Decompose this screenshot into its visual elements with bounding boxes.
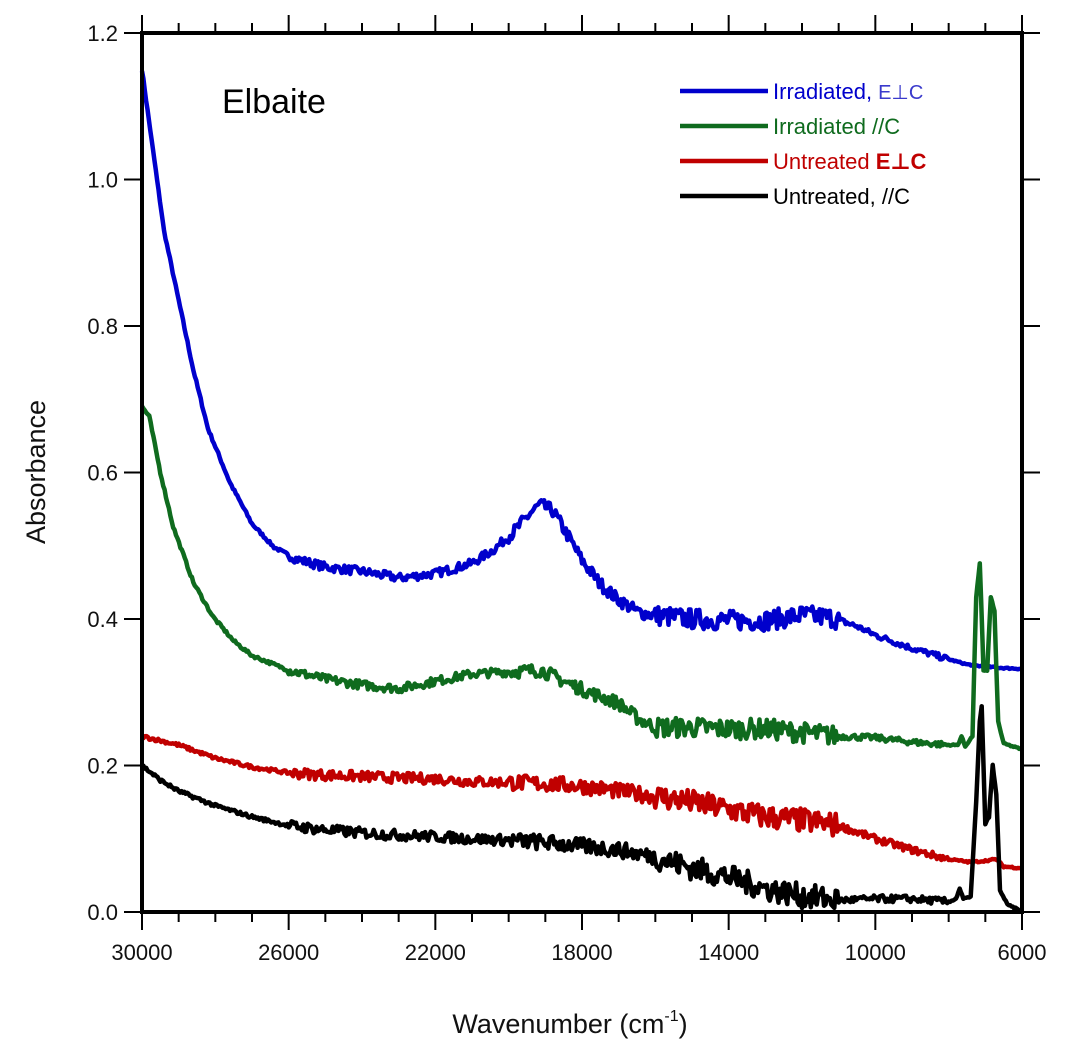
y-tick-label: 0.2 <box>87 754 118 779</box>
legend-label-main: Untreated <box>773 149 876 174</box>
legend-label-4: Untreated, //C <box>773 184 910 209</box>
y-tick-label: 1.2 <box>87 21 118 46</box>
legend-label-3: Untreated E⊥C <box>773 149 927 174</box>
y-tick-label: 0.8 <box>87 314 118 339</box>
x-axis-title-main: Wavenumber (cm <box>452 1009 664 1039</box>
ticks-layer <box>124 15 1040 930</box>
y-axis-title: Absorbance <box>21 400 51 544</box>
series-line-3 <box>139 733 1023 871</box>
x-axis-title-close: ) <box>679 1009 688 1039</box>
x-tick-label: 6000 <box>998 940 1047 965</box>
chart-annotation-elbaite: Elbaite <box>222 83 326 121</box>
y-tick-label: 0.4 <box>87 607 118 632</box>
x-tick-label: 14000 <box>698 940 759 965</box>
y-tick-label: 1.0 <box>87 168 118 193</box>
x-axis-title: Wavenumber (cm-1) <box>452 1008 687 1039</box>
legend-label-polarization: E⊥C <box>876 149 927 174</box>
legend-label-main: Irradiated //C <box>773 114 900 139</box>
tick-labels-layer: 30000 26000 22000 18000 14000 10000 6000 0.0 0.2… <box>87 21 1046 965</box>
legend: Irradiated, E⊥C Irradiated //C Untreated E… <box>680 79 927 209</box>
series-layer <box>139 70 1024 914</box>
legend-label-polarization: E⊥C <box>878 82 923 104</box>
x-tick-label: 10000 <box>845 940 906 965</box>
x-tick-label: 26000 <box>258 940 319 965</box>
legend-label-2: Irradiated //C <box>773 114 900 139</box>
legend-label-1: Irradiated, E⊥C <box>773 79 923 104</box>
x-tick-label: 30000 <box>111 940 172 965</box>
series-line-2 <box>140 405 1024 752</box>
x-tick-label: 22000 <box>405 940 466 965</box>
y-tick-label: 0.0 <box>87 900 118 925</box>
legend-label-main: Untreated, //C <box>773 184 910 209</box>
legend-label-main: Irradiated, <box>773 79 878 104</box>
series-line-1 <box>139 70 1023 672</box>
x-tick-label: 18000 <box>551 940 612 965</box>
y-tick-label: 0.6 <box>87 461 118 486</box>
series-line-4 <box>140 704 1024 914</box>
x-axis-title-superscript: -1 <box>664 1008 678 1025</box>
